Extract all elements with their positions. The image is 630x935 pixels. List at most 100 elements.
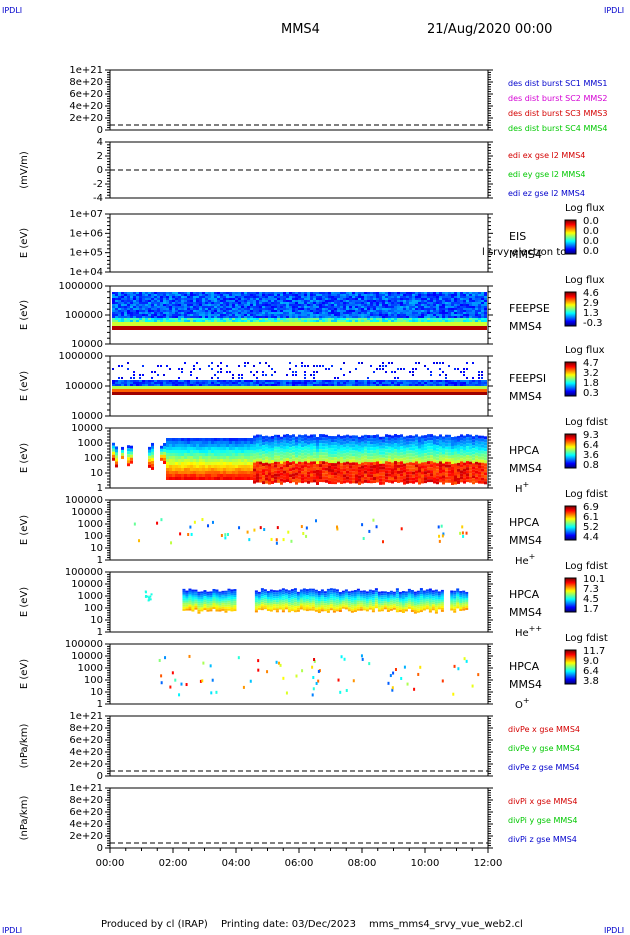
feepsi-cell	[445, 380, 448, 382]
feepsi-cell	[337, 392, 340, 395]
feepse-cell	[418, 314, 421, 316]
hpca-h-cell	[220, 456, 223, 459]
hpca-h-cell	[283, 474, 286, 477]
hpca-h-cell	[148, 453, 151, 456]
feepse-cell	[265, 308, 268, 310]
feepsi-cell	[127, 392, 130, 395]
feepsi-cell	[253, 392, 256, 395]
feepse-cell	[331, 298, 334, 300]
feepse-cell	[148, 314, 151, 316]
feepse-cell	[397, 308, 400, 310]
feepsi-cell	[130, 392, 133, 395]
feepsi-cell	[127, 386, 130, 389]
hpca-h-cell	[193, 459, 196, 462]
hpca-h-cell	[202, 468, 205, 471]
feepse-cell	[385, 300, 388, 302]
hpca-h-cell	[175, 474, 178, 477]
feepse-cell	[220, 310, 223, 312]
feepse-cell	[388, 302, 391, 304]
feepse-cell	[313, 300, 316, 302]
feepse-cell	[418, 310, 421, 312]
feepse-cell	[418, 300, 421, 302]
hpca-h-cell	[265, 445, 268, 448]
feepse-cell	[304, 306, 307, 308]
feepsi-cell	[127, 362, 129, 364]
feepse-cell	[274, 312, 277, 314]
feepse-cell	[460, 294, 463, 296]
hpca-h-cell	[265, 448, 268, 451]
feepse-cell	[256, 312, 259, 314]
hpca-h-cell	[196, 462, 199, 465]
feepse-cell	[229, 322, 232, 326]
feepsi-cell	[313, 386, 316, 389]
cbar-title-feepsi: Log flux	[565, 345, 605, 356]
feepse-cell	[334, 302, 337, 304]
feepse-cell	[211, 298, 214, 300]
feepse-cell	[112, 308, 115, 310]
feepse-cell	[145, 314, 148, 316]
feepse-cell	[112, 294, 115, 296]
feepse-cell	[427, 298, 430, 300]
feepse-cell	[445, 316, 448, 318]
hpca-h-cell	[169, 450, 172, 453]
hpca-h-cell	[226, 438, 229, 441]
feepsi-cell	[238, 384, 241, 386]
feepse-cell	[469, 292, 472, 294]
feepse-cell	[139, 302, 142, 304]
xtick-label: 08:00	[348, 858, 377, 869]
hpca-h-cell	[256, 477, 259, 480]
feepse-cell	[442, 294, 445, 296]
hpca-h-cell	[169, 465, 172, 468]
feepse-cell	[376, 294, 379, 296]
ytick-label-hpca_hepp: 10	[90, 615, 103, 626]
feepse-cell	[232, 298, 235, 300]
feepse-cell	[415, 306, 418, 308]
hpca-h-cell	[220, 474, 223, 477]
feepse-cell	[205, 300, 208, 302]
feepsi-cell	[424, 380, 427, 382]
feepse-cell	[325, 300, 328, 302]
feepsi-cell	[127, 368, 129, 370]
hpca-h-cell	[196, 453, 199, 456]
feepse-cell	[328, 318, 331, 320]
feepse-cell	[241, 300, 244, 302]
feepse-cell	[448, 296, 451, 298]
hpca-h-cell	[289, 480, 292, 483]
feepsi-cell	[262, 380, 265, 382]
feepse-cell	[157, 308, 160, 310]
feepse-cell	[232, 316, 235, 318]
feepse-cell	[328, 296, 331, 298]
feepsi-cell	[175, 389, 178, 392]
feepsi-cell	[451, 380, 454, 382]
feepse-cell	[334, 314, 337, 316]
feepsi-cell	[394, 392, 397, 395]
ytick-label-feepse: 1000000	[58, 281, 103, 292]
feepse-cell	[460, 306, 463, 308]
feepse-cell	[385, 292, 388, 294]
hpca-h-cell	[277, 447, 280, 450]
feepse-cell	[274, 322, 277, 326]
feepsi-cell	[460, 380, 463, 382]
hpca-h-cell	[256, 450, 259, 453]
feepse-cell	[271, 314, 274, 316]
feepse-cell	[256, 308, 259, 310]
hpca-h-cell	[223, 453, 226, 456]
feepsi-cell	[184, 389, 187, 392]
hpca-h-cell	[112, 449, 115, 452]
feepse-cell	[271, 322, 274, 326]
hpca-h-cell	[202, 474, 205, 477]
hpca-h-cell	[199, 444, 202, 447]
hpca-h-cell	[190, 444, 193, 447]
feepse-cell	[229, 306, 232, 308]
feepsi-cell	[319, 380, 322, 382]
feepse-cell	[451, 292, 454, 294]
feepse-cell	[169, 296, 172, 298]
feepse-cell	[316, 314, 319, 316]
feepse-cell	[454, 294, 457, 296]
feepsi-cell	[148, 389, 151, 392]
feepse-cell	[205, 296, 208, 298]
hpca-h-cell	[265, 463, 268, 466]
feepsi-cell	[313, 382, 316, 384]
feepsi-cell	[364, 382, 367, 384]
feepsi-cell	[223, 380, 226, 382]
